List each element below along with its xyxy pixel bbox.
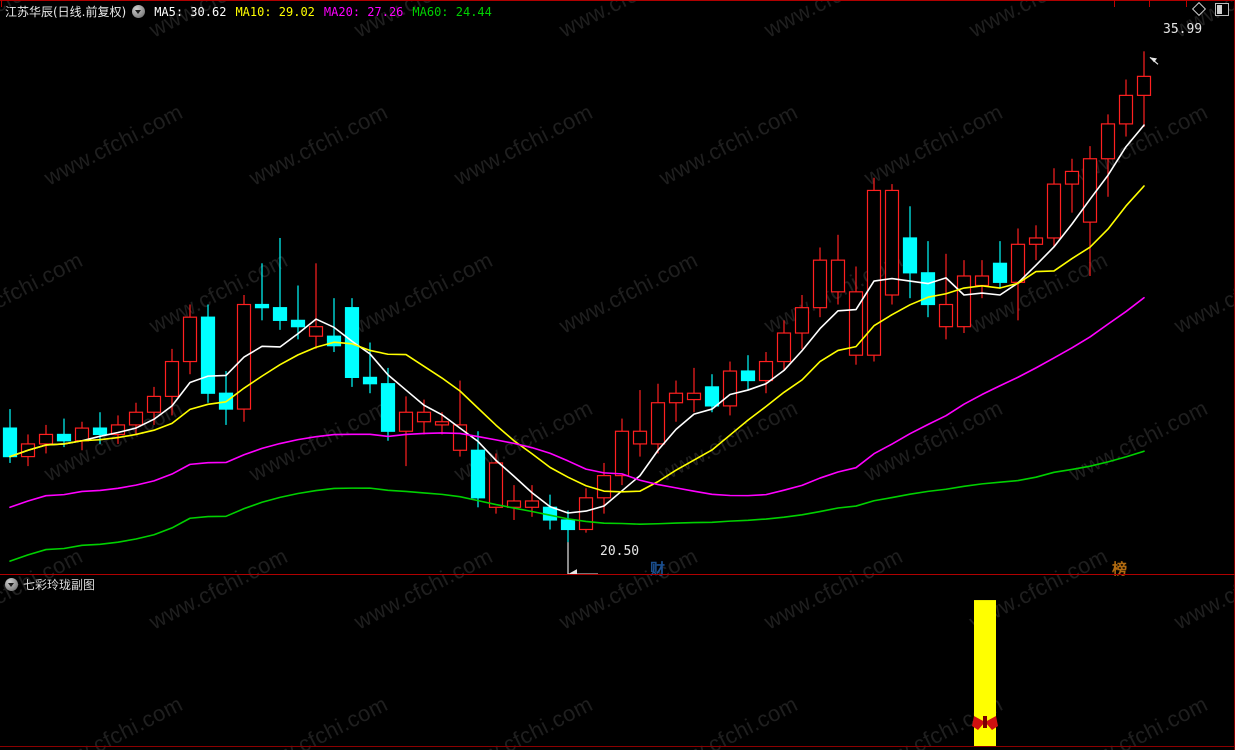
circle-chevron-down-icon[interactable] <box>132 5 146 18</box>
ma10-readout: MA10: 29.02 <box>235 4 315 19</box>
candlestick-panel[interactable] <box>0 22 1235 574</box>
high-price-label: 35.99 <box>1163 22 1203 37</box>
header-icon-group <box>1193 3 1229 16</box>
watermark-char-cai: 财 <box>650 560 666 578</box>
low-price-label: 20.50 <box>600 544 640 559</box>
subchart-title: 七彩玲珑副图 <box>23 578 96 592</box>
axis-tick <box>1 0 2 7</box>
panel-separator-rule <box>0 574 1235 575</box>
axis-tick <box>1186 0 1187 7</box>
subchart-header: 七彩玲珑副图 <box>0 575 1235 594</box>
panel-layout-icon[interactable] <box>1215 3 1229 16</box>
indicator-svg <box>972 600 998 746</box>
axis-tick <box>1149 0 1150 7</box>
candlestick-svg <box>2 51 1159 574</box>
page-title: 江苏华辰(日线.前复权) <box>5 5 127 19</box>
bottom-frame-rule <box>0 746 1235 747</box>
ma20-readout: MA20: 27.26 <box>323 4 404 19</box>
ma5-readout: MA5: 30.62 <box>154 4 227 19</box>
ma60-readout: MA60: 24.44 <box>412 4 492 19</box>
axis-tick <box>1114 0 1115 7</box>
diamond-icon[interactable] <box>1193 3 1206 16</box>
watermark-char-bang: 榜 <box>1112 560 1128 578</box>
chart-header: 江苏华辰(日线.前复权) MA5: 30.62 MA10: 29.02 MA20… <box>0 1 1235 22</box>
top-frame-rule <box>0 0 1235 1</box>
circle-chevron-down-icon[interactable] <box>5 578 18 591</box>
indicator-panel[interactable] <box>0 594 1235 749</box>
